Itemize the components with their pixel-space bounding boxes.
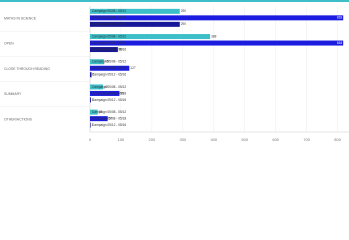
value-label: 57	[109, 116, 113, 120]
bar	[90, 84, 103, 90]
x-tick-label: 300	[180, 137, 187, 142]
value-label: 818	[337, 41, 343, 45]
x-tick-label: 0	[89, 137, 92, 142]
x-tick-label: 800	[334, 137, 341, 142]
series-label: Campaign 05/08 - 05/12	[92, 9, 126, 13]
series-label: Campaign 05/12 - 05/16	[92, 123, 126, 127]
value-label: 2	[92, 123, 94, 127]
category-label: SUMMARY	[4, 92, 22, 96]
bar	[90, 72, 92, 78]
value-label: 42	[104, 85, 108, 89]
category-label: OPEN	[4, 42, 14, 46]
bar	[90, 122, 91, 128]
value-label: 95	[120, 91, 124, 95]
x-tick-label: 400	[210, 137, 217, 142]
x-tick-label: 100	[118, 137, 125, 142]
value-label: 25	[99, 110, 103, 114]
value-label: 290	[181, 22, 187, 26]
series-label: Campaign 05/08 - 05/12	[92, 34, 126, 38]
value-label: 90	[119, 47, 123, 51]
series-label: Campaign 05/12 - 05/16	[92, 98, 126, 102]
bar	[90, 47, 118, 53]
series-label: Campaign 05/08 - 05/18	[92, 16, 126, 20]
series-label: Campaign 05/08 - 05/18	[92, 91, 126, 95]
bar	[90, 15, 344, 21]
chart: 0 100 200 300 400 500 600 700 800 MATHS IN SCIENC…	[0, 0, 349, 142]
series-label: Campaign 05/08 - 05/12	[92, 85, 126, 89]
x-tick-label: 200	[149, 137, 156, 142]
series-label: Campaign 05/12 - 05/16	[92, 22, 126, 26]
value-label: 388	[211, 34, 217, 38]
bar	[90, 40, 344, 46]
header-strip	[0, 0, 349, 2]
series-label: Campaign 05/08 - 05/18	[92, 41, 126, 45]
bar	[90, 90, 120, 96]
x-tick-label: 500	[241, 137, 248, 142]
bar	[90, 59, 104, 65]
bar	[90, 34, 211, 40]
x-tick-label: 600	[272, 137, 279, 142]
bar	[90, 21, 180, 27]
series-label: Campaign 05/08 - 05/18	[92, 116, 126, 120]
category-label: MATHS IN SCIENCE	[4, 16, 37, 20]
bar	[90, 97, 91, 103]
category-label: CLOSE THROUGH READING	[4, 67, 50, 71]
category-label: OTHER/ACTIONS	[4, 117, 33, 121]
series-label: Campaign 05/08 - 05/18	[92, 66, 126, 70]
bar	[90, 116, 108, 122]
value-label: 5	[93, 73, 95, 77]
x-tick-label: 700	[303, 137, 310, 142]
value-label: 818	[337, 16, 343, 20]
series-label: Campaign 05/08 - 05/12	[92, 110, 126, 114]
series-label: Campaign 05/12 - 05/16	[92, 47, 126, 51]
value-label: 127	[130, 66, 136, 70]
value-label: 290	[181, 9, 187, 13]
series-label: Campaign 05/08 - 05/12	[92, 60, 126, 64]
value-label: 45	[105, 60, 109, 64]
bar	[90, 8, 180, 14]
bar	[90, 65, 130, 71]
value-label: 3	[92, 98, 94, 102]
series-label: Campaign 05/12 - 05/16	[92, 73, 126, 77]
bar	[90, 109, 98, 115]
